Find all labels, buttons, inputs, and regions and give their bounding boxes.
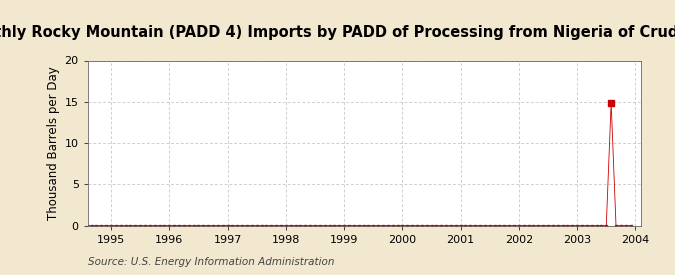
- Y-axis label: Thousand Barrels per Day: Thousand Barrels per Day: [47, 66, 61, 220]
- Text: Source: U.S. Energy Information Administration: Source: U.S. Energy Information Administ…: [88, 257, 334, 267]
- Text: Monthly Rocky Mountain (PADD 4) Imports by PADD of Processing from Nigeria of Cr: Monthly Rocky Mountain (PADD 4) Imports …: [0, 26, 675, 40]
